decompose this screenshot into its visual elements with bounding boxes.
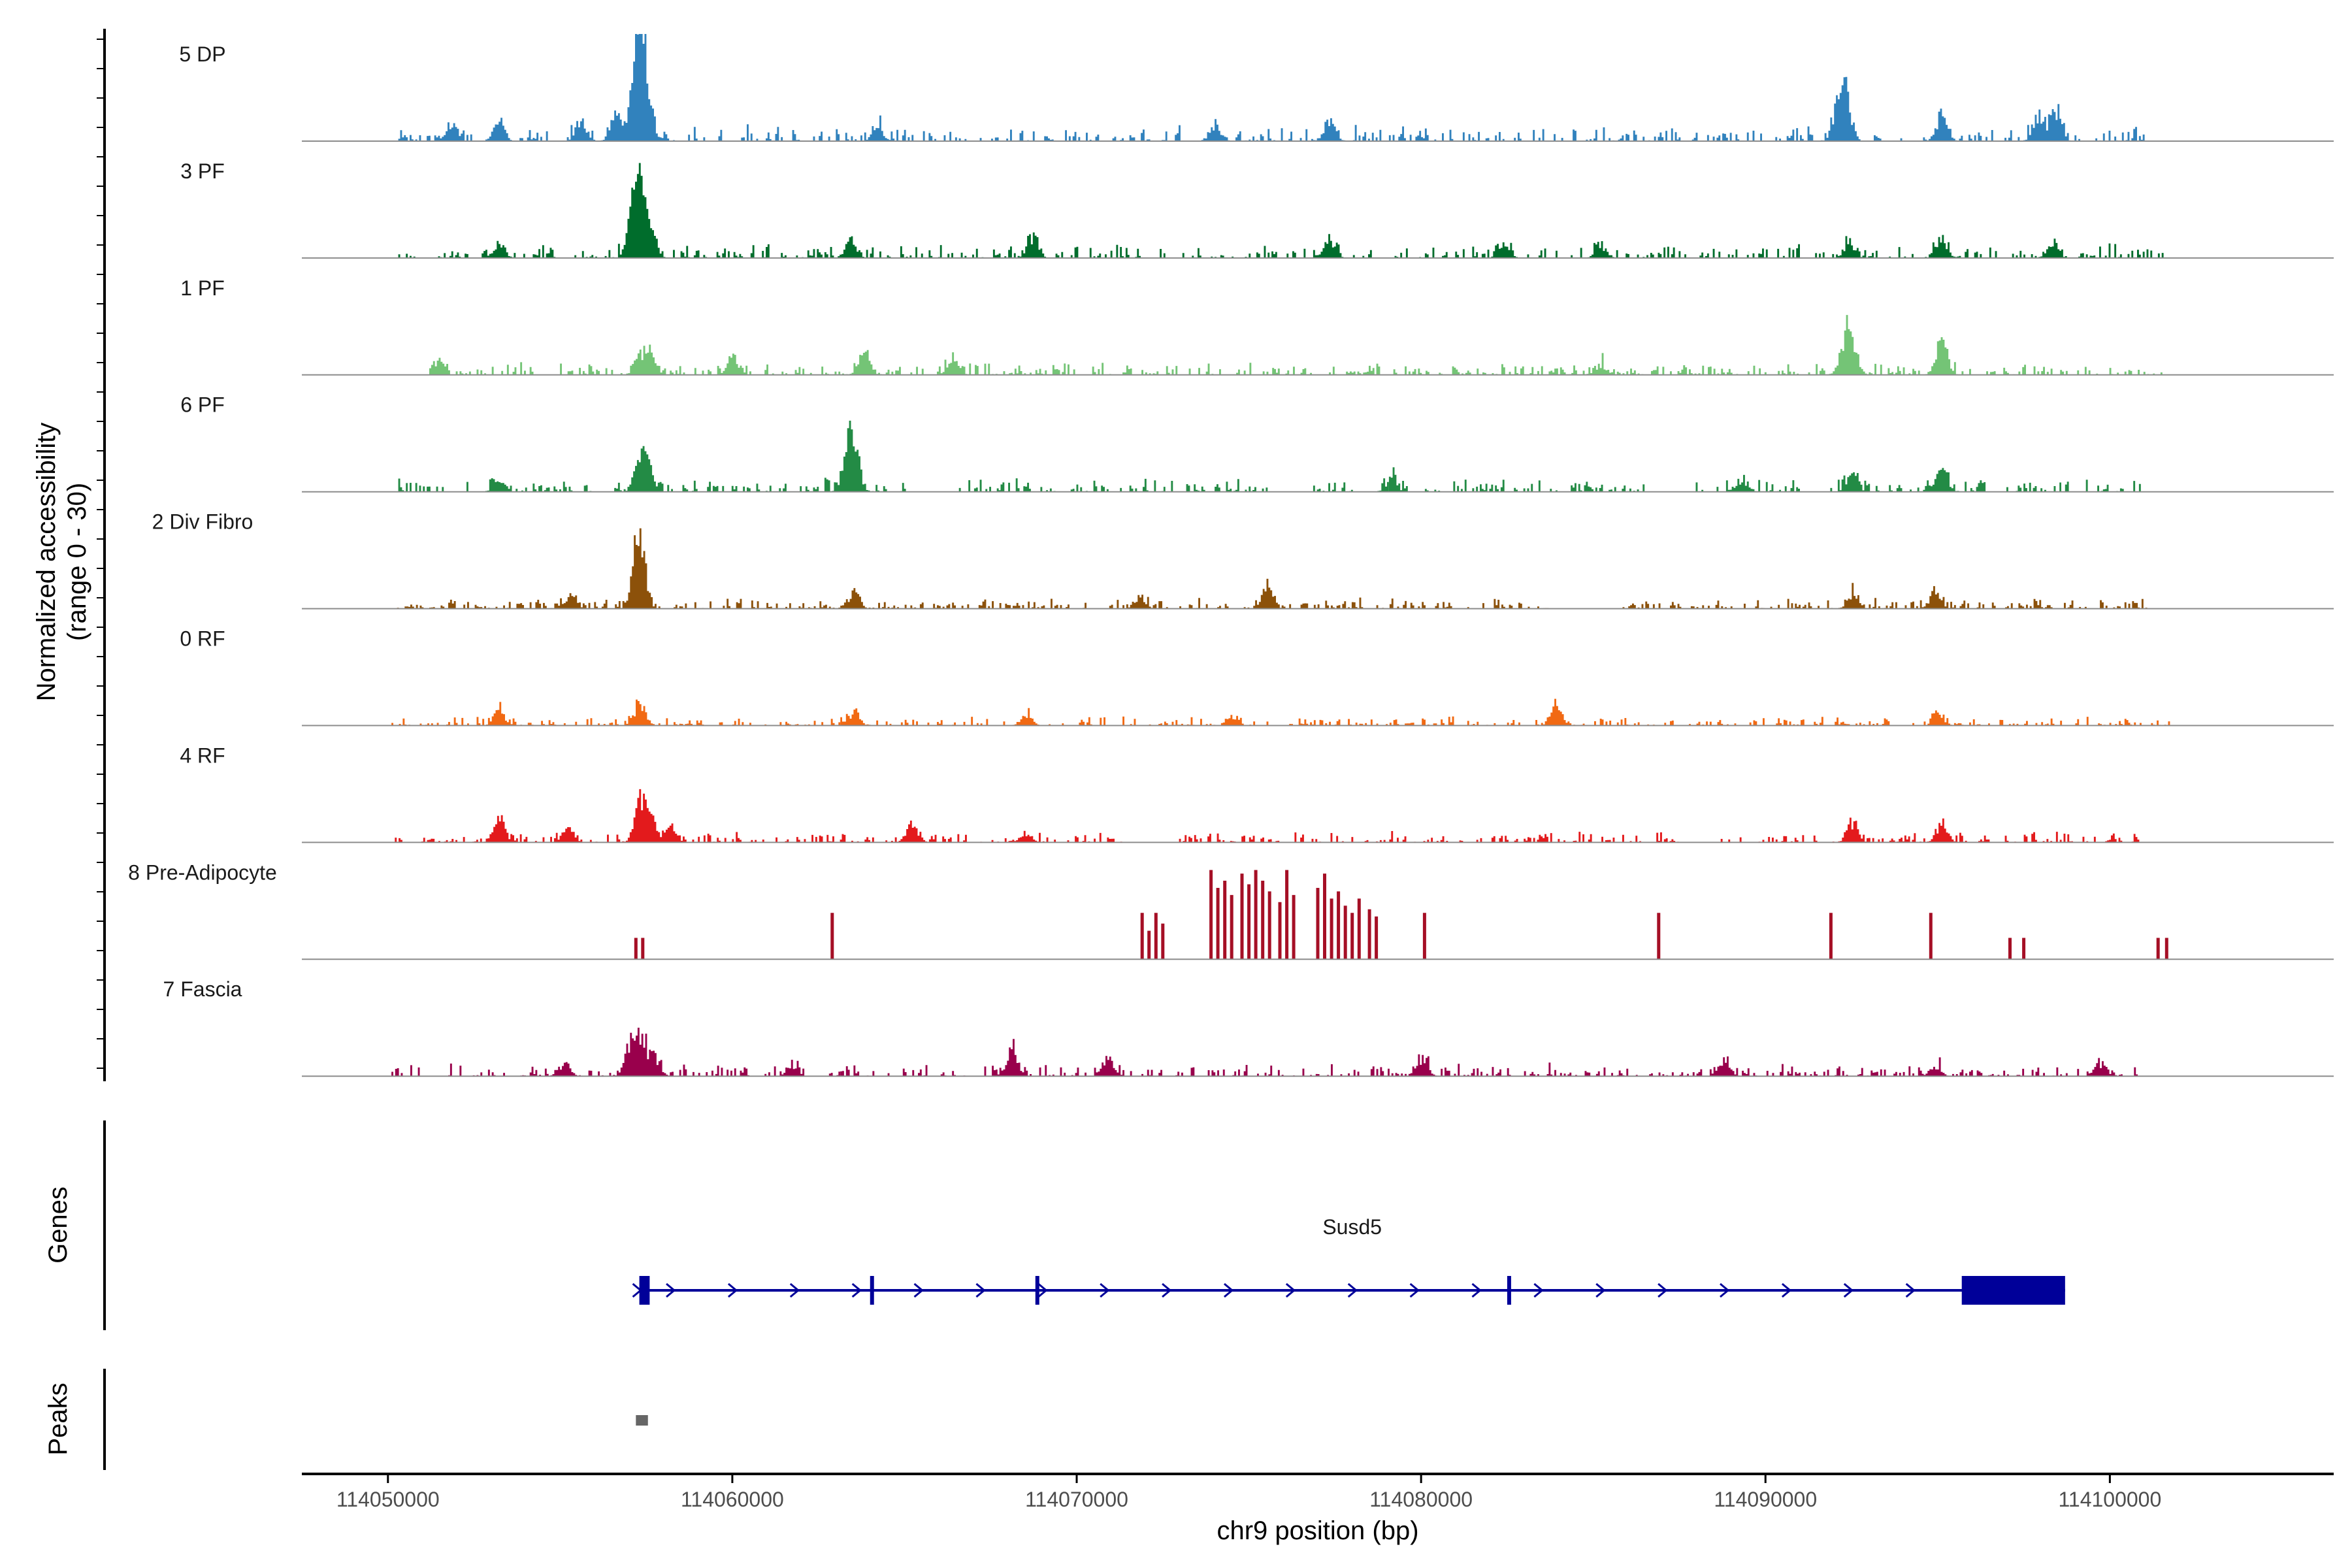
- strand-chevron: [1471, 1282, 1482, 1298]
- x-tick-label: 114100000: [2058, 1488, 2161, 1511]
- peaks-panel-title: Peaks: [44, 1382, 73, 1455]
- coverage-area: [398, 420, 2143, 492]
- track-6-pf: 6 PF: [180, 393, 2334, 493]
- track-label: 1 PF: [180, 276, 225, 300]
- track-label: 8 Pre-Adipocyte: [128, 860, 277, 884]
- gene-exon: [1507, 1276, 1511, 1305]
- strand-chevron: [1533, 1282, 1544, 1298]
- strand-chevron: [913, 1282, 924, 1298]
- coverage-area: [429, 315, 2163, 375]
- x-axis: 114050000 114060000 114070000 114080000 1140…: [302, 1473, 2334, 1545]
- accessibility-panel-y-ticks: [97, 39, 105, 1069]
- strand-chevron: [666, 1282, 676, 1298]
- track-label: 4 RF: [180, 743, 225, 767]
- peaks-panel: Peaks: [44, 1369, 648, 1470]
- strand-chevron: [1285, 1282, 1296, 1298]
- track-label: 0 RF: [180, 627, 225, 651]
- strand-chevron: [975, 1282, 986, 1298]
- coverage-area: [395, 789, 2142, 843]
- strand-chevron: [1595, 1282, 1606, 1298]
- strand-chevron: [1843, 1282, 1854, 1298]
- strand-chevron: [1781, 1282, 1792, 1298]
- track-3-pf: 3 PF: [180, 159, 2334, 259]
- track-0-rf: 0 RF: [180, 627, 2334, 727]
- peak-regions: [636, 1415, 648, 1426]
- gene-exon: [639, 1276, 650, 1305]
- track-5-dp: 5 DP: [179, 34, 2334, 142]
- coverage-area: [391, 698, 2170, 726]
- coverage-area: [391, 1028, 2140, 1077]
- strand-chevron: [1409, 1282, 1420, 1298]
- strand-chevron: [1347, 1282, 1358, 1298]
- strand-chevron: [1162, 1282, 1172, 1298]
- y-axis-range-label: (range 0 - 30): [63, 483, 91, 641]
- x-tick-label: 114050000: [336, 1488, 440, 1511]
- x-tick-label: 114090000: [1714, 1488, 1817, 1511]
- strand-chevron: [1037, 1282, 1048, 1298]
- strand-chevron: [851, 1282, 862, 1298]
- strand-chevron: [727, 1282, 738, 1298]
- x-tick-label: 114060000: [681, 1488, 784, 1511]
- gene-model-susd5: [632, 1276, 2065, 1305]
- track-label: 6 PF: [180, 393, 225, 417]
- gene-label: Susd5: [1322, 1215, 1382, 1239]
- track-1-pf: 1 PF: [180, 276, 2334, 376]
- track-2-div-fibro: 2 Div Fibro: [152, 510, 2334, 610]
- accessibility-tracks: 5 DP 3 PF 1 PF 6 PF 2 Div Fibro 0 RF 4 RF 8 Pre…: [128, 34, 2334, 1077]
- peak-region: [636, 1415, 648, 1426]
- track-7-fascia: 7 Fascia: [163, 977, 2334, 1077]
- genes-panel: Genes Susd5: [44, 1120, 2065, 1330]
- y-axis-title: Normalized accessibility: [32, 423, 61, 702]
- strand-chevron: [1720, 1282, 1730, 1298]
- genes-panel-title: Genes: [44, 1186, 73, 1264]
- accessibility-panel: 5 DP 3 PF 1 PF 6 PF 2 Div Fibro 0 RF 4 RF 8 Pre…: [32, 29, 2334, 1081]
- track-label: 2 Div Fibro: [152, 510, 253, 534]
- strand-chevron: [1100, 1282, 1110, 1298]
- x-tick-label: 114080000: [1369, 1488, 1473, 1511]
- x-axis-title: chr9 position (bp): [1217, 1516, 1418, 1545]
- coverage-area: [398, 34, 2145, 141]
- strand-chevron: [1658, 1282, 1668, 1298]
- strand-chevron: [789, 1282, 800, 1298]
- coverage-area: [391, 528, 2149, 609]
- gene-exon-utr: [1961, 1276, 2065, 1305]
- coverage-area: [398, 163, 2166, 258]
- track-4-rf: 4 RF: [180, 743, 2334, 843]
- track-label: 5 DP: [179, 42, 225, 66]
- track-label: 3 PF: [180, 159, 225, 183]
- coverage-area: [634, 870, 2168, 960]
- strand-chevron: [1223, 1282, 1234, 1298]
- track-label: 7 Fascia: [163, 977, 242, 1001]
- track-8-pre-adipocyte: 8 Pre-Adipocyte: [128, 860, 2334, 960]
- strand-chevron: [1905, 1282, 1916, 1298]
- gene-exon: [870, 1276, 874, 1305]
- x-tick-label: 114070000: [1025, 1488, 1128, 1511]
- x-axis-ticks: 114050000 114060000 114070000 114080000 1140…: [336, 1474, 2161, 1511]
- gene-exon: [1035, 1276, 1039, 1305]
